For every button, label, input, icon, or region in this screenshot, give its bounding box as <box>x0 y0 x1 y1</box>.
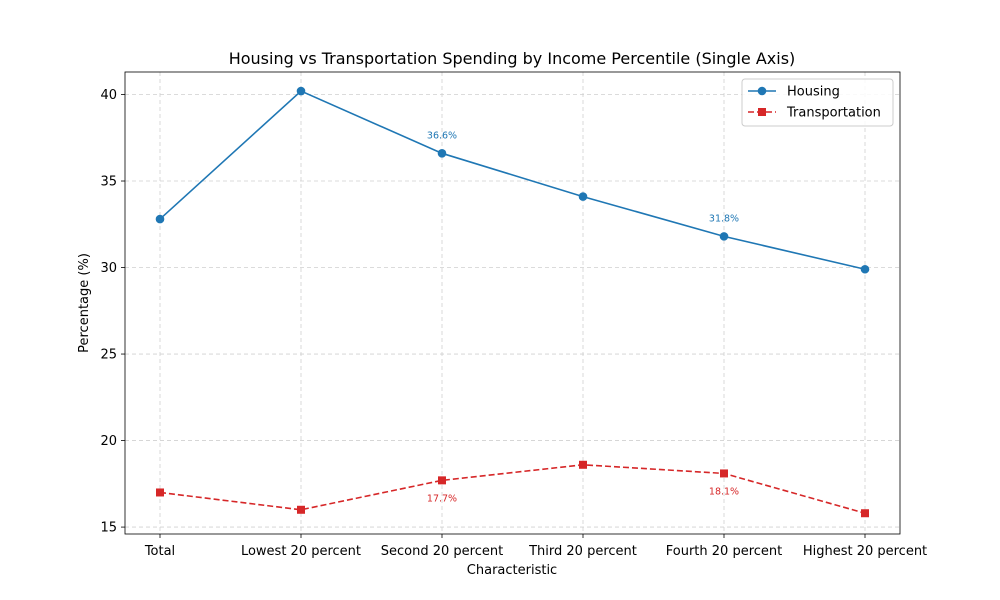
data-point <box>578 192 588 201</box>
legend-entry: Transportation <box>748 106 881 121</box>
y-tick-label: 20 <box>100 434 117 449</box>
series-line <box>159 90 866 271</box>
data-label: 17.7% <box>427 493 457 504</box>
y-tick-label: 15 <box>100 521 117 536</box>
series-line <box>159 463 866 515</box>
legend-marker <box>757 86 767 96</box>
legend-box <box>741 78 894 127</box>
legend-marker <box>758 108 766 116</box>
y-tick-label: 35 <box>100 175 117 190</box>
x-tick-label: Total <box>144 544 175 559</box>
data-label: 31.8% <box>709 213 739 224</box>
data-point <box>296 86 306 96</box>
y-tick-label: 30 <box>100 261 117 276</box>
data-point <box>155 214 165 224</box>
x-tick-label: Lowest 20 percent <box>241 544 361 559</box>
data-point <box>156 488 164 497</box>
plot-area-frame <box>124 71 901 535</box>
legend: Housing Transportation <box>741 78 894 127</box>
series-layer: 36.6% 31.8% 17.7% 18.1% <box>155 86 870 518</box>
data-point <box>437 149 447 158</box>
x-tick-label: Second 20 percent <box>381 544 503 559</box>
legend-label: Transportation <box>786 106 881 121</box>
y-tick-label: 25 <box>100 348 117 363</box>
data-label: 36.6% <box>427 130 457 141</box>
series-transportation: 17.7% 18.1% <box>156 460 869 518</box>
data-point <box>438 476 446 485</box>
series-housing: 36.6% 31.8% <box>155 86 870 274</box>
data-point <box>579 460 587 469</box>
data-label: 18.1% <box>709 486 739 497</box>
y-tick-label: 40 <box>100 88 117 103</box>
x-axis: Total Lowest 20 percent Second 20 percent T… <box>144 534 927 559</box>
y-axis-label: Percentage (%) <box>77 253 92 353</box>
data-point <box>720 469 728 478</box>
x-tick-label: Fourth 20 percent <box>666 544 783 559</box>
x-tick-label: Highest 20 percent <box>803 544 927 559</box>
data-point <box>861 509 869 518</box>
data-point <box>297 505 305 514</box>
grid <box>125 72 900 534</box>
x-axis-label: Characteristic <box>467 563 557 578</box>
chart-title: Housing vs Transportation Spending by In… <box>229 49 796 68</box>
data-point <box>860 264 870 274</box>
x-tick-label: Third 20 percent <box>528 544 637 559</box>
legend-entry: Housing <box>748 85 840 100</box>
data-point <box>719 232 729 241</box>
y-axis: 15 20 25 30 35 40 <box>100 88 125 536</box>
legend-label: Housing <box>787 85 840 100</box>
